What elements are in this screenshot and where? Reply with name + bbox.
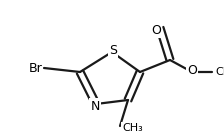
Text: Br: Br bbox=[28, 61, 42, 74]
Text: O: O bbox=[187, 64, 197, 76]
Text: S: S bbox=[109, 44, 117, 57]
Text: CH₃: CH₃ bbox=[122, 123, 143, 133]
Text: CH₃: CH₃ bbox=[215, 67, 224, 77]
Text: N: N bbox=[90, 100, 100, 113]
Text: O: O bbox=[151, 24, 161, 37]
